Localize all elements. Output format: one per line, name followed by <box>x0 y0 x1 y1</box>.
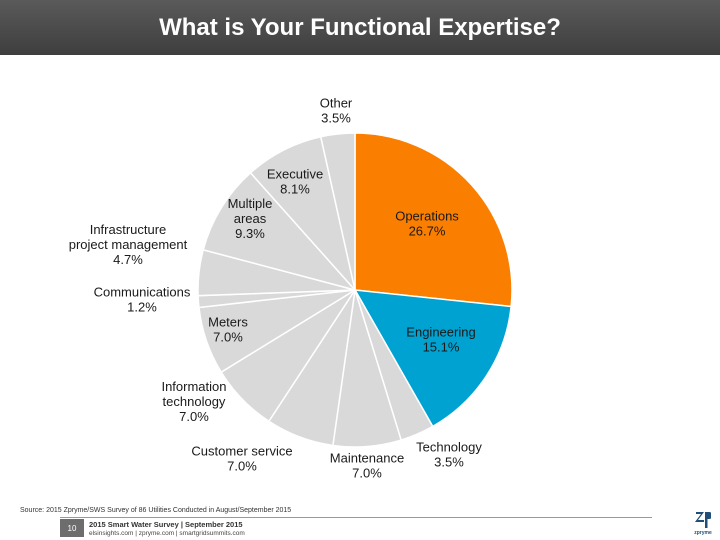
pie-slice-multiple-areas <box>202 171 358 292</box>
data-label-name-communications: Communications <box>94 285 191 300</box>
data-label-name-engineering: Engineering <box>406 325 475 340</box>
data-label-name-operations: Operations <box>395 209 459 224</box>
data-label-name-infrastructure-project-management: Infrastructure <box>90 222 167 237</box>
page-number: 10 <box>60 519 84 537</box>
data-label-name-executive: Executive <box>267 167 323 182</box>
zpryme-logo: zpryme <box>692 511 714 539</box>
footer-title: 2015 Smart Water Survey | September 2015 <box>89 520 243 529</box>
data-label-value-customer-service: 7.0% <box>227 459 257 474</box>
pie-slice-engineering <box>353 289 512 428</box>
data-label-value-infrastructure-project-management: 4.7% <box>113 252 143 267</box>
data-label-name-technology: Technology <box>416 440 482 455</box>
data-label-name-infrastructure-project-management: project management <box>69 237 188 252</box>
data-label-value-other: 3.5% <box>321 111 351 126</box>
data-label-name-information-technology: technology <box>163 394 226 409</box>
data-label-name-multiple-areas: areas <box>234 211 267 226</box>
logo-wordmark: zpryme <box>694 530 712 536</box>
pie-slice-other <box>319 132 356 291</box>
page-title: What is Your Functional Expertise? <box>159 13 561 41</box>
data-label-name-meters: Meters <box>208 315 248 330</box>
data-label-value-engineering: 15.1% <box>423 340 460 355</box>
footer-links: elsinsights.com | zpryme.com | smartgrid… <box>89 530 245 537</box>
data-label-value-executive: 8.1% <box>280 182 310 197</box>
data-label-value-meters: 7.0% <box>213 330 243 345</box>
data-label-value-operations: 26.7% <box>409 224 446 239</box>
data-label-name-multiple-areas: Multiple <box>228 196 273 211</box>
data-label-name-customer-service: Customer service <box>191 444 292 459</box>
zpryme-logo-icon <box>695 512 711 528</box>
data-label-value-technology: 3.5% <box>434 455 464 470</box>
source-note: Source: 2015 Zpryme/SWS Survey of 86 Uti… <box>20 507 292 514</box>
data-label-name-other: Other <box>320 96 353 111</box>
data-label-value-multiple-areas: 9.3% <box>235 226 265 241</box>
data-label-name-information-technology: Information <box>161 379 226 394</box>
data-label-name-maintenance: Maintenance <box>330 451 404 466</box>
pie-slice-operations <box>354 132 513 308</box>
data-label-value-maintenance: 7.0% <box>352 466 382 481</box>
footer-divider <box>60 517 652 518</box>
title-bar: What is Your Functional Expertise? <box>0 0 720 55</box>
data-label-value-information-technology: 7.0% <box>179 409 209 424</box>
data-label-value-communications: 1.2% <box>127 300 157 315</box>
